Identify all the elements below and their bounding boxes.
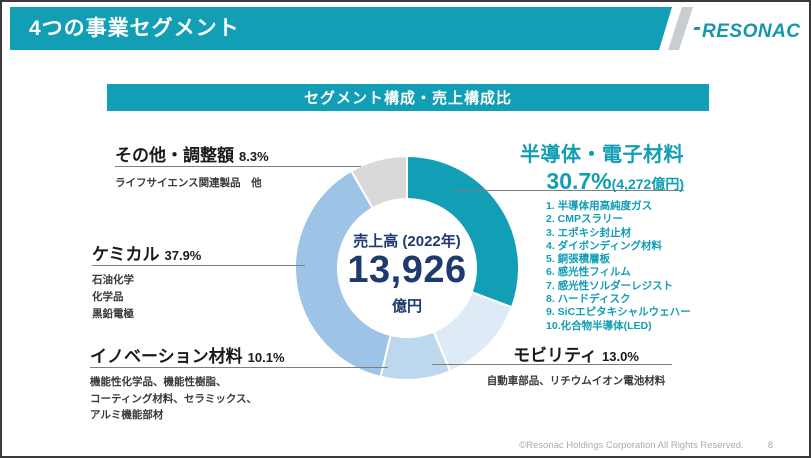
label-title-other: その他・調整額 8.3% <box>115 141 269 166</box>
list-item-0: 機能性化学品、機能性樹脂、 <box>90 376 227 388</box>
sales-caption: 売上高 (2022年) <box>353 233 461 250</box>
label-group-chemical: ケミカル 37.9% 石油化学化学品黒鉛電極 <box>92 240 201 323</box>
logo-mark-icon <box>693 26 701 30</box>
list-item-8: 9. SiCエピタキシャルウェハー <box>546 306 691 319</box>
leader-line-chemical <box>92 265 305 266</box>
label-group-other: その他・調整額 8.3% ライフサイエンス関連製品 他 <box>115 141 269 192</box>
list-item-1: 化学品 <box>92 291 124 303</box>
list-item-0: 石油化学 <box>92 274 134 286</box>
list-item-5: 6. 感光性フィルム <box>546 266 631 279</box>
donut-segment-0 <box>406 154 520 309</box>
leader-line-other <box>115 166 361 167</box>
list-item-9: 10.化合物半導体(LED) <box>546 319 652 332</box>
copyright-text: ©Resonac Holdings Corporation All Rights… <box>519 440 744 451</box>
section-banner: セグメント構成・売上構成比 <box>107 84 709 111</box>
sales-value: 13,926 <box>347 249 467 291</box>
segment-name: ケミカル <box>92 245 160 264</box>
page-title: 4つの事業セグメント <box>29 17 240 40</box>
label-title-innovation: イノベーション材料 10.1% <box>90 342 285 367</box>
list-item-1: 2. CMPスラリー <box>546 213 624 226</box>
resonac-logo: RESONAC <box>693 21 801 43</box>
segment-name: モビリティ <box>513 346 598 365</box>
list-item-1: コーティング材料、セラミックス、 <box>90 392 258 405</box>
list-item-2: 黒鉛電極 <box>92 308 134 320</box>
label-products-chemical: 石油化学化学品黒鉛電極 <box>92 272 201 323</box>
segment-name: イノベーション材料 <box>90 347 243 366</box>
segment-pct-line: 30.7%(4,272億円) <box>452 168 684 195</box>
logo-text: RESONAC <box>702 21 801 42</box>
list-item-6: 7. 感光性ソルダーレジスト <box>546 279 674 292</box>
segment-pct: 30.7% <box>546 168 612 194</box>
donut-chart <box>294 154 520 381</box>
label-products-innovation: 機能性化学品、機能性樹脂、コーティング材料、セラミックス、 アルミ機能部材 <box>90 374 285 424</box>
leader-line-mobility <box>432 364 672 365</box>
segment-pct: 8.3% <box>239 149 269 164</box>
leader-line-innovation <box>90 367 388 368</box>
sales-unit: 億円 <box>391 297 422 315</box>
donut-segment-4 <box>349 154 408 210</box>
label-group-innovation: イノベーション材料 10.1% 機能性化学品、機能性樹脂、コーティング材料、セラミ… <box>90 342 285 424</box>
donut-center-label: 売上高 (2022年) 13,926 億円 <box>322 230 492 316</box>
list-item-3: 4. ダイボンディング材料 <box>546 239 662 252</box>
list-item-0: 1. 半導体用高純度ガス <box>546 200 653 212</box>
header-bar <box>10 7 672 50</box>
leader-line-semiconductor <box>454 190 684 191</box>
semiconductor-product-list: 1. 半導体用高純度ガス 2. CMPスラリー 3. エポキシ封止材 4. ダイボンデ… <box>546 200 691 333</box>
list-item-7: 8. ハードディスク <box>546 293 631 306</box>
segment-name: その他・調整額 <box>115 146 234 165</box>
list-item-4: 5. 銅張積層板 <box>546 253 611 266</box>
segment-name: 半導体・電子材料 <box>520 144 684 166</box>
label-title-chemical: ケミカル 37.9% <box>92 240 201 265</box>
footer: ©Resonac Holdings Corporation All Rights… <box>519 440 773 451</box>
donut-segment-3 <box>294 169 392 379</box>
page-number: 8 <box>767 440 773 451</box>
label-title-mobility: モビリティ 13.0% <box>480 341 672 366</box>
segment-pct: 13.0% <box>602 349 639 364</box>
segment-amount: (4,272億円) <box>611 176 684 192</box>
segment-pct: 10.1% <box>247 350 285 365</box>
label-products-other: ライフサイエンス関連製品 他 <box>115 177 262 189</box>
label-group-mobility: モビリティ 13.0% 自動車部品、リチウムイオン電池材料 <box>480 341 672 390</box>
segment-pct: 37.9% <box>164 248 202 263</box>
label-group-semiconductor: 半導体・電子材料 30.7%(4,272億円) <box>452 138 684 195</box>
list-item-2: 3. エポキシ封止材 <box>546 226 632 239</box>
list-item-2: アルミ機能部材 <box>90 409 164 421</box>
label-products-mobility: 自動車部品、リチウムイオン電池材料 <box>486 375 666 387</box>
